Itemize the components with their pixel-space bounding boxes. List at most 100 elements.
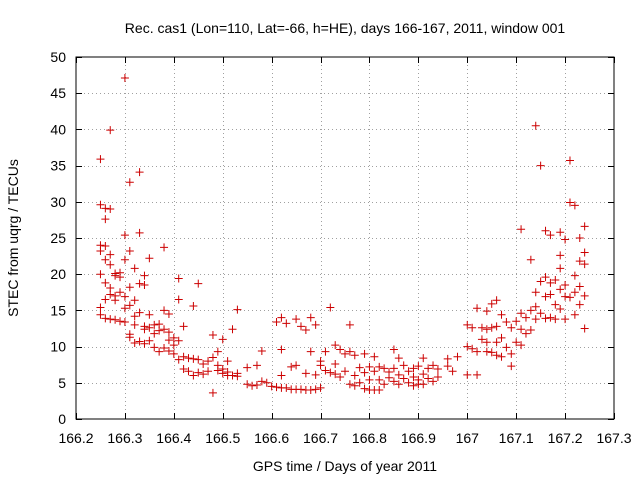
data-point <box>531 288 540 297</box>
data-point <box>546 231 555 240</box>
data-point <box>204 357 213 366</box>
data-point <box>145 323 154 332</box>
data-point <box>96 200 105 209</box>
data-point <box>580 324 589 333</box>
data-point <box>375 362 384 371</box>
data-point <box>96 303 105 312</box>
data-point <box>101 255 110 264</box>
data-point <box>306 313 315 322</box>
data-point <box>194 368 203 377</box>
data-point <box>160 344 169 353</box>
data-point <box>570 310 579 319</box>
data-point <box>370 352 379 361</box>
data-point <box>164 346 173 355</box>
data-point <box>316 361 325 370</box>
data-point <box>375 375 384 384</box>
data-point <box>106 315 115 324</box>
data-point <box>96 247 105 256</box>
data-point <box>492 296 501 305</box>
data-point <box>433 373 442 382</box>
data-point <box>155 326 164 335</box>
data-point <box>326 368 335 377</box>
data-point <box>194 279 203 288</box>
x-tick-label: 166.3 <box>107 430 142 446</box>
data-point <box>487 299 496 308</box>
data-point <box>135 168 144 177</box>
data-point <box>125 301 134 310</box>
data-point <box>301 325 310 334</box>
data-point <box>101 295 110 304</box>
data-point <box>556 228 565 237</box>
data-point <box>164 310 173 319</box>
data-point <box>477 335 486 344</box>
y-tick-label: 20 <box>50 266 66 282</box>
data-point <box>272 317 281 326</box>
data-point <box>546 278 555 287</box>
data-point <box>120 231 129 240</box>
data-point <box>125 333 134 342</box>
data-point <box>311 320 320 329</box>
data-point <box>521 329 530 338</box>
data-point <box>213 347 222 356</box>
data-point <box>551 300 560 309</box>
x-tick-label: 166.2 <box>58 430 93 446</box>
data-point <box>287 362 296 371</box>
data-point <box>296 385 305 394</box>
data-point <box>164 328 173 337</box>
data-point <box>228 371 237 380</box>
data-point <box>223 357 232 366</box>
data-point <box>169 333 178 342</box>
data-point <box>429 361 438 370</box>
data-point <box>448 367 457 376</box>
data-point <box>199 370 208 379</box>
data-point <box>541 314 550 323</box>
data-point <box>130 296 139 305</box>
data-point <box>341 367 349 376</box>
data-point <box>409 381 418 390</box>
data-point <box>580 222 589 231</box>
data-point <box>145 336 154 345</box>
data-point <box>218 369 227 378</box>
x-tick-label: 167.2 <box>548 430 583 446</box>
data-point <box>135 228 144 237</box>
data-point <box>208 331 217 340</box>
data-point <box>424 374 433 383</box>
data-point <box>301 369 310 378</box>
data-point <box>111 296 120 305</box>
data-point <box>125 247 134 256</box>
data-point <box>208 388 217 397</box>
data-point <box>184 367 193 376</box>
data-point <box>174 355 183 364</box>
x-tick-label: 167.1 <box>499 430 534 446</box>
data-point <box>169 349 178 358</box>
data-point <box>536 161 545 170</box>
data-point <box>350 351 359 360</box>
data-point <box>120 73 129 82</box>
data-point <box>350 371 359 380</box>
data-point <box>189 354 198 363</box>
x-tick-label: 166.6 <box>254 430 289 446</box>
data-point <box>404 378 413 387</box>
data-point <box>321 347 330 356</box>
data-points <box>96 73 589 397</box>
data-point <box>204 367 213 376</box>
data-point <box>526 255 535 264</box>
data-point <box>482 338 491 347</box>
data-point <box>189 302 198 311</box>
data-point <box>277 313 286 322</box>
x-tick-label: 166.9 <box>401 430 436 446</box>
data-point <box>243 363 252 372</box>
data-point <box>150 343 159 352</box>
data-point <box>419 370 428 379</box>
data-point <box>101 215 110 224</box>
data-point <box>140 325 149 334</box>
y-tick-label: 50 <box>50 49 66 65</box>
data-point <box>277 345 286 354</box>
data-point <box>101 204 110 213</box>
data-point <box>463 370 472 379</box>
chart-title: Rec. cas1 (Lon=110, Lat=-66, h=HE), days… <box>125 20 566 36</box>
data-point <box>561 292 570 301</box>
x-axis-label: GPS time / Days of year 2011 <box>253 458 437 474</box>
axis-ticks: 166.2 166.3 166.4 166.5 166.6 166.7 166.8 166.9… <box>50 49 631 446</box>
data-point <box>243 380 252 389</box>
